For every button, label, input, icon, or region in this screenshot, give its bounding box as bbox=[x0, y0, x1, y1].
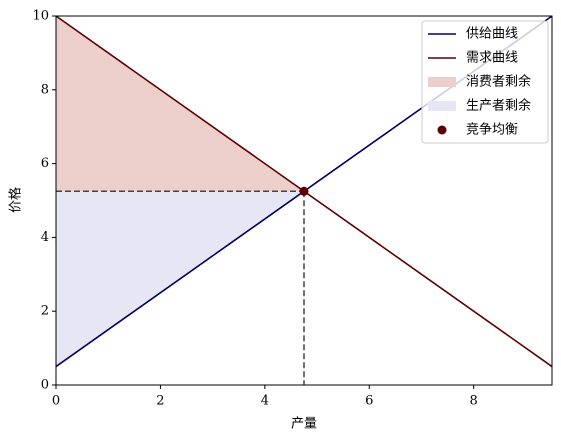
y-tick-label: 0 bbox=[41, 378, 49, 393]
y-axis-label: 价格 bbox=[8, 187, 24, 213]
x-tick-label: 8 bbox=[470, 394, 478, 409]
y-tick-label: 10 bbox=[32, 9, 49, 24]
x-tick-label: 4 bbox=[261, 394, 269, 409]
x-tick-label: 0 bbox=[52, 394, 60, 409]
x-axis-label: 产量 bbox=[291, 417, 317, 432]
legend-label: 消费者剩余 bbox=[466, 74, 531, 90]
x-tick-label: 6 bbox=[365, 394, 373, 409]
x-tick-label: 2 bbox=[156, 394, 164, 409]
legend-label: 供给曲线 bbox=[466, 27, 518, 42]
legend-label: 生产者剩余 bbox=[466, 98, 531, 114]
y-tick-label: 2 bbox=[41, 304, 49, 319]
equilibrium-point bbox=[299, 186, 309, 196]
legend-label: 竞争均衡 bbox=[466, 122, 518, 138]
plot-frame bbox=[55, 15, 553, 386]
y-tick-label: 8 bbox=[41, 82, 49, 97]
legend-marker bbox=[437, 125, 447, 135]
legend-patch bbox=[428, 101, 456, 111]
y-tick-label: 6 bbox=[41, 156, 49, 171]
legend-box bbox=[421, 20, 549, 144]
legend-label: 需求曲线 bbox=[466, 51, 518, 66]
y-tick-label: 4 bbox=[41, 230, 49, 245]
legend-patch bbox=[428, 77, 456, 87]
